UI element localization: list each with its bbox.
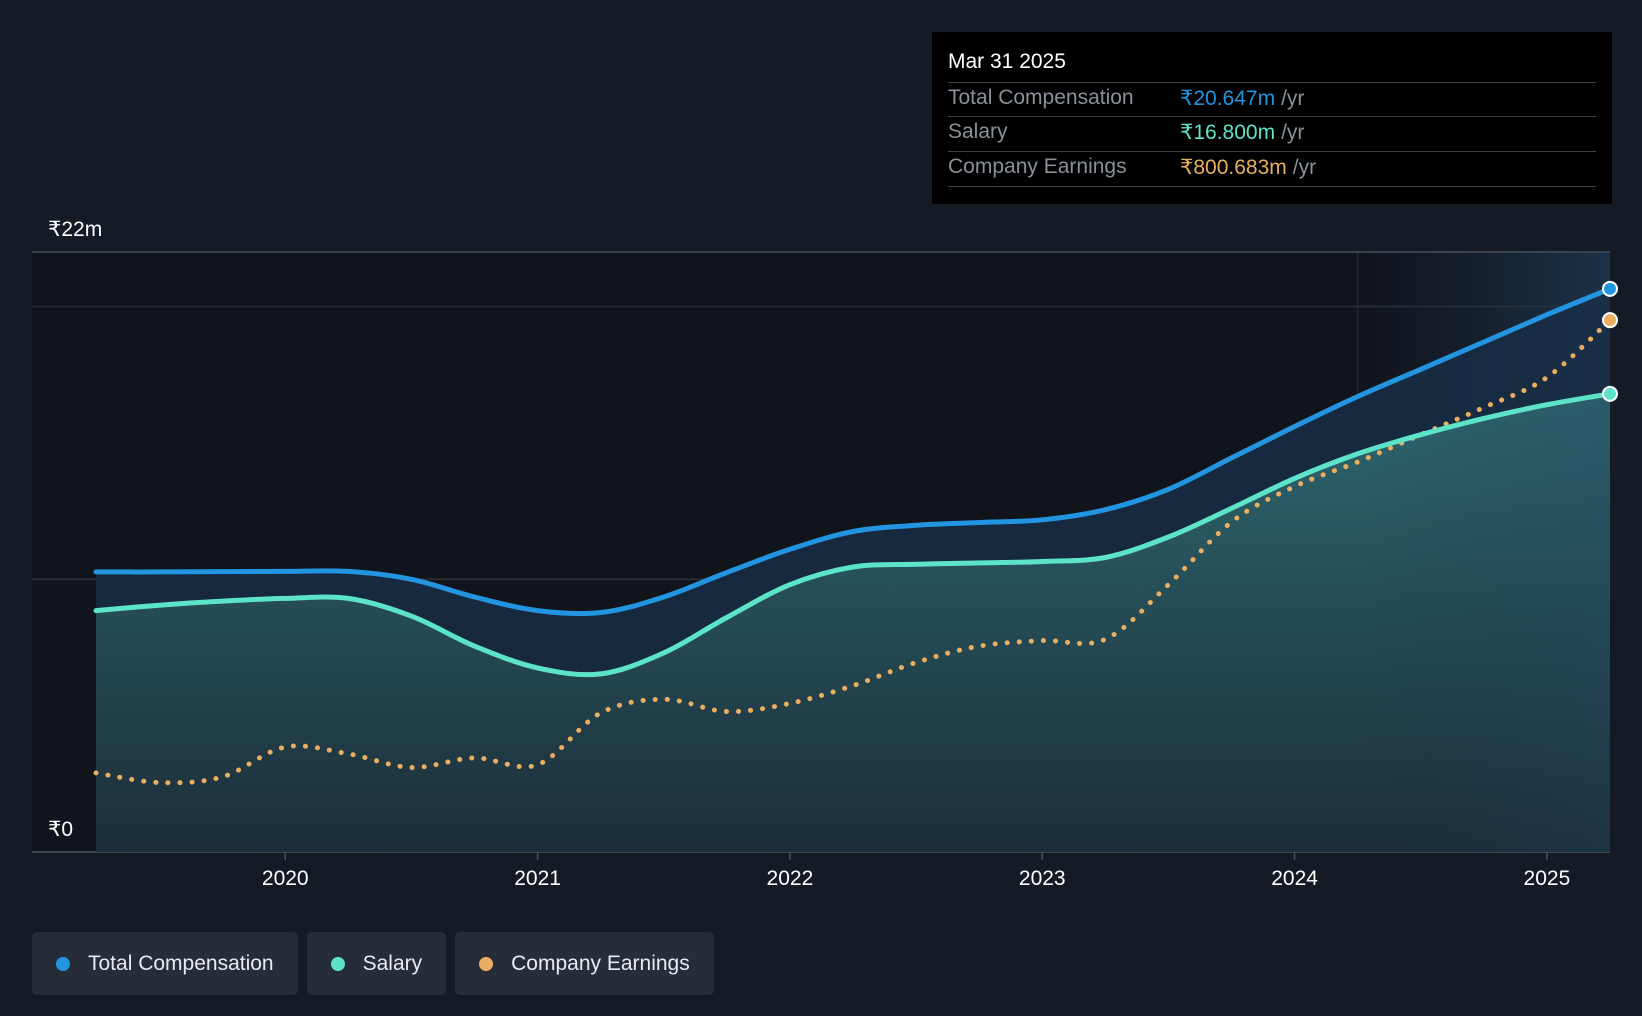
tooltip-date: Mar 31 2025	[948, 50, 1066, 73]
legend-label: Company Earnings	[511, 951, 690, 975]
legend-dot-icon	[56, 956, 70, 971]
tooltip-label: Company Earnings	[948, 155, 1127, 178]
legend-dot-icon	[479, 956, 494, 971]
tooltip-divider	[948, 116, 1596, 117]
y-axis-top-label: ₹22m	[48, 218, 102, 241]
company-earnings-end-point	[1602, 312, 1618, 329]
salary-area	[96, 393, 1610, 852]
legend-label: Salary	[362, 951, 423, 975]
tooltip-unit: /yr	[1292, 156, 1317, 179]
tooltip-value-wrap: ₹20.647m/yr	[1180, 86, 1304, 111]
tooltip-value-salary: ₹16.800m	[1180, 121, 1276, 144]
x-tick-label: 2021	[514, 867, 561, 890]
tooltip-row-total: Total Compensation ₹20.647m/yr	[948, 82, 1596, 116]
legend-item-salary[interactable]: Salary	[306, 932, 447, 995]
tooltip-value-wrap: ₹800.683m/yr	[1180, 155, 1316, 180]
tooltip-label: Salary	[948, 120, 1008, 143]
legend: Total Compensation Salary Company Earnin…	[32, 932, 714, 995]
tooltip-divider	[948, 82, 1596, 83]
tooltip-value-earnings: ₹800.683m	[1180, 156, 1287, 179]
salary-end-point	[1602, 385, 1618, 402]
tooltip: Mar 31 2025 Total Compensation ₹20.647m /…	[932, 32, 1612, 204]
total-compensation-line	[93, 286, 1613, 617]
legend-dot-icon	[330, 956, 345, 971]
tooltip-divider	[948, 151, 1596, 152]
tooltip-unit: /yr	[1281, 87, 1305, 110]
x-tick-label: 2025	[1524, 867, 1571, 890]
legend-item-total-compensation[interactable]: Total Compensation	[32, 932, 298, 995]
tooltip-label: Total Compensation	[948, 86, 1134, 109]
tooltip-unit: /yr	[1281, 121, 1305, 144]
y-axis-bottom-label: ₹0	[48, 818, 73, 841]
x-tick-label: 2020	[262, 867, 309, 890]
company-earnings-line	[93, 317, 1613, 786]
tooltip-row-salary: Salary ₹16.800m/yr	[948, 116, 1596, 150]
x-tick-label: 2023	[1019, 867, 1066, 890]
salary-line	[93, 391, 1613, 678]
total-compensation-end-point	[1602, 280, 1618, 297]
tooltip-row-earnings: Company Earnings ₹800.683m/yr	[948, 151, 1596, 185]
legend-item-company-earnings[interactable]: Company Earnings	[455, 932, 714, 995]
tooltip-value-total: ₹20.647m	[1180, 87, 1276, 110]
tooltip-divider	[948, 186, 1596, 187]
tooltip-value-wrap: ₹16.800m/yr	[1180, 120, 1304, 145]
x-tick-label: 2024	[1271, 867, 1318, 890]
legend-label: Total Compensation	[88, 951, 274, 975]
x-tick-label: 2022	[767, 867, 814, 890]
highlight-overlay	[1357, 252, 1610, 852]
